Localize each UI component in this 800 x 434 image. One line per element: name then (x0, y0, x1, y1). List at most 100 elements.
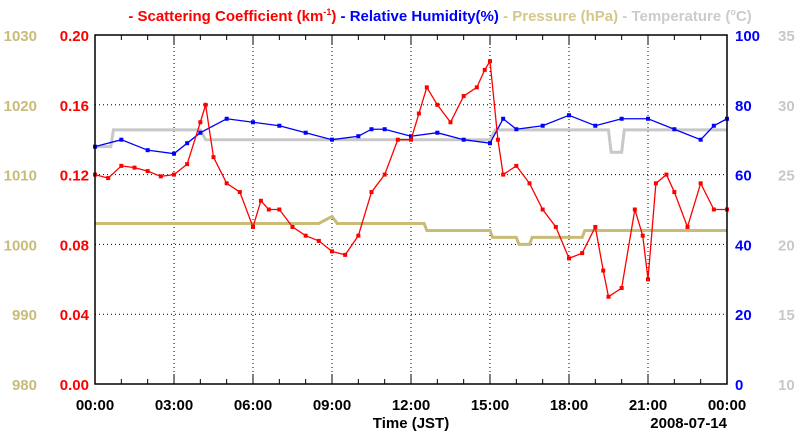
data-point (540, 123, 545, 128)
y-tick-label: 1020 (4, 98, 37, 115)
y-tick-label: 20 (735, 307, 752, 324)
legend-part: ) (331, 8, 340, 25)
data-point (514, 163, 519, 168)
data-point (409, 137, 413, 142)
legend-part: C) (736, 8, 752, 25)
data-point (646, 116, 650, 121)
data-point (266, 207, 271, 212)
data-point (145, 148, 150, 153)
data-point (316, 238, 321, 243)
x-tick-label: 00:00 (76, 397, 114, 414)
data-point (158, 174, 163, 179)
x-tick-label: 15:00 (471, 397, 509, 414)
data-point (619, 286, 624, 291)
data-point (640, 233, 645, 238)
data-point (593, 123, 598, 128)
data-point (567, 256, 571, 261)
data-point (172, 172, 176, 177)
data-point (251, 224, 255, 229)
legend-part: o (730, 7, 736, 17)
data-point (448, 120, 453, 125)
data-point (369, 190, 374, 195)
x-tick-label: 00:00 (708, 397, 746, 414)
y-tick-label: 15 (778, 307, 795, 324)
y-tick-label: 60 (735, 168, 752, 185)
x-tick-label: 21:00 (629, 397, 667, 414)
y-tick-label: 0.00 (60, 377, 89, 394)
data-point (395, 137, 400, 142)
data-point (416, 111, 421, 116)
y-tick-label: 80 (735, 98, 752, 115)
series-line (94, 59, 727, 298)
data-point (495, 137, 500, 142)
chart-title: - Scattering Coefficient (km-1) - Relati… (128, 7, 751, 25)
data-point (145, 169, 150, 174)
data-point (435, 102, 440, 107)
data-point (646, 277, 650, 282)
data-point (119, 137, 124, 142)
series-line (95, 128, 727, 154)
data-point (601, 268, 606, 273)
data-point (488, 141, 492, 146)
legend-part: -1 (323, 7, 331, 17)
data-point (382, 172, 387, 177)
data-point (224, 116, 229, 121)
data-point (698, 181, 703, 186)
y-tick-label: 1000 (4, 237, 37, 254)
series-relative-humidity (93, 113, 729, 156)
data-point (185, 141, 190, 146)
data-point (606, 294, 611, 299)
data-point (461, 137, 466, 142)
data-point (224, 181, 229, 186)
data-point (303, 233, 308, 238)
y-tick-label: 0.16 (60, 98, 89, 115)
y-tick-label: 20 (778, 237, 795, 254)
data-point (237, 190, 242, 195)
date-label: 2008-07-14 (650, 415, 727, 432)
x-tick-label: 12:00 (392, 397, 430, 414)
data-point (382, 127, 387, 132)
data-point (435, 130, 440, 135)
data-point (132, 165, 137, 170)
legend-part: - Relative Humidity(%) (341, 8, 504, 25)
data-point (106, 176, 111, 181)
y-tick-label: 35 (778, 28, 795, 45)
data-point (501, 172, 506, 177)
grid (95, 35, 727, 384)
data-point (251, 120, 255, 125)
x-tick-label: 18:00 (550, 397, 588, 414)
data-point (653, 181, 658, 186)
x-tick-label: 09:00 (313, 397, 351, 414)
y-tick-label: 1030 (4, 28, 37, 45)
series-pressure (95, 214, 727, 246)
data-point (330, 137, 334, 142)
data-point (424, 85, 429, 90)
data-point (409, 134, 413, 139)
data-point (203, 102, 208, 107)
y-tick-label: 10 (778, 377, 795, 394)
x-axis-label: Time (JST) (373, 415, 449, 432)
series-temperature (95, 128, 727, 154)
data-point (119, 163, 124, 168)
legend-part: - Temperature ( (622, 8, 730, 25)
y-tick-label: 40 (735, 237, 752, 254)
legend-part: - Scattering Coefficient (km (128, 8, 323, 25)
y-tick-label: 0 (735, 377, 743, 394)
data-point (172, 151, 176, 156)
data-point (198, 130, 203, 135)
y-tick-label: 990 (12, 307, 37, 324)
data-point (198, 120, 203, 125)
x-tick-label: 03:00 (155, 397, 193, 414)
data-point (185, 162, 190, 167)
data-point (290, 224, 295, 229)
data-point (672, 190, 677, 195)
series-scattering-coefficient (93, 59, 729, 299)
data-point (711, 207, 716, 212)
data-point (369, 127, 374, 132)
y-tick-label: 1010 (4, 168, 37, 185)
y-tick-label: 0.04 (60, 307, 90, 324)
y-tick-label: 980 (12, 377, 37, 394)
y-tick-label: 0.08 (60, 237, 89, 254)
data-point (356, 233, 361, 238)
